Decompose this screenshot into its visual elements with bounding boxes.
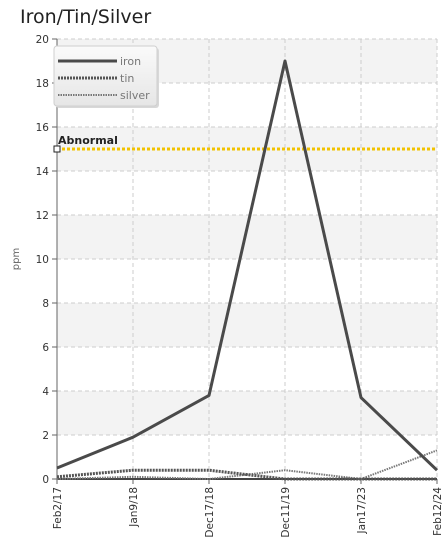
- y-tick-label: 6: [42, 342, 49, 354]
- legend-label-silver: silver: [120, 89, 150, 102]
- x-tick-label: Feb2/17: [52, 487, 64, 529]
- y-tick-label: 10: [36, 254, 49, 266]
- y-tick-label: 4: [42, 386, 49, 398]
- x-tick-label: Dec11/19: [280, 487, 292, 538]
- x-tick-label: Dec17/18: [204, 487, 216, 538]
- legend-label-tin: tin: [120, 72, 134, 85]
- threshold-marker: [53, 145, 61, 153]
- y-tick-label: 14: [36, 166, 50, 178]
- x-tick-label: Jan17/23: [356, 487, 368, 534]
- series-line-iron: [56, 59, 439, 472]
- y-tick-label: 2: [42, 430, 49, 442]
- y-tick-label: 16: [36, 122, 50, 134]
- x-tick-label: Feb12/24: [432, 487, 444, 536]
- threshold-label: Abnormal: [58, 134, 118, 147]
- y-tick-label: 18: [36, 78, 49, 90]
- grid-band: [57, 303, 437, 347]
- y-tick-label: 8: [42, 298, 49, 310]
- chart-title: Iron/Tin/Silver: [20, 6, 152, 28]
- y-tick-label: 12: [36, 210, 49, 222]
- y-tick-label: 0: [42, 474, 49, 486]
- x-tick-label: Jan9/18: [128, 487, 140, 528]
- y-tick-label: 20: [36, 34, 49, 46]
- legend-label-iron: iron: [120, 55, 141, 68]
- series-line-tin: [56, 468, 437, 481]
- grid-band: [57, 391, 437, 435]
- y-axis-label: ppm: [11, 248, 22, 270]
